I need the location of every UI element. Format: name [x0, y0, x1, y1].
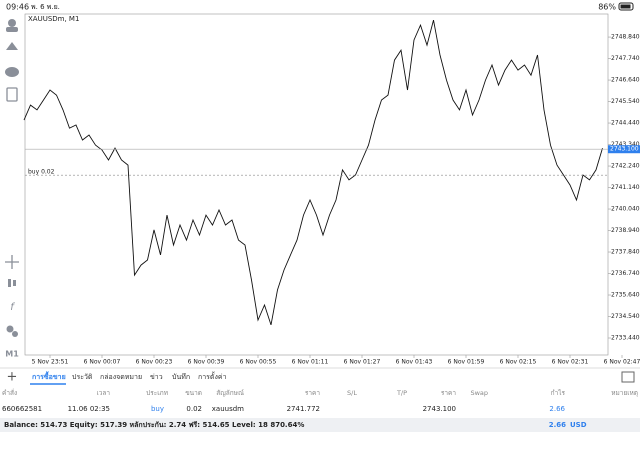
tabs: การซื้อขาย ประวัติ กล่องจดหมาย ข่าว บันทึก กา…	[32, 370, 227, 381]
currency: USD	[570, 421, 587, 429]
y-tick-label: 2747.740	[611, 55, 640, 62]
column-header: ราคา	[441, 389, 456, 397]
x-tick-label: 6 Nov 00:23	[136, 359, 173, 366]
x-tick-label: 6 Nov 01:11	[292, 359, 329, 366]
column-header: T/P	[396, 389, 407, 397]
current-price-label: 2743.100	[610, 146, 639, 153]
cell: 0.02	[186, 405, 202, 413]
objects-icon-b	[12, 331, 18, 337]
x-tick-label: 6 Nov 02:15	[500, 359, 537, 366]
add-button[interactable]: +	[7, 370, 18, 385]
cell: 2741.772	[287, 405, 320, 413]
y-tick-label: 2746.640	[611, 77, 640, 84]
column-header: Swap	[470, 389, 488, 397]
column-header: S/L	[347, 389, 357, 397]
x-tick-label: 6 Nov 00:07	[84, 359, 121, 366]
indicator-icon[interactable]: f	[10, 302, 15, 313]
status-time: 09:46	[6, 3, 29, 12]
y-tick-label: 2748.840	[611, 34, 640, 41]
candles-icon-b	[13, 280, 16, 286]
timeframe[interactable]: M1	[5, 350, 19, 359]
cell: 2.66	[549, 405, 565, 413]
tab[interactable]: ประวัติ	[72, 373, 93, 381]
x-tick-label: 6 Nov 00:55	[240, 359, 277, 366]
cell: xauusdm	[212, 405, 244, 413]
status-battery: 86%	[598, 3, 616, 12]
positions-table: คำสั่ง เวลา ประเภท ขนาด สัญลักษณ์ ราคา S/L T/P ร…	[0, 388, 640, 416]
trade-icon[interactable]	[6, 42, 18, 50]
expand-icon[interactable]	[621, 371, 635, 383]
column-header: ขนาด	[185, 389, 202, 397]
x-tick-label: 6 Nov 02:47	[604, 359, 640, 366]
column-header: กำไร	[551, 389, 566, 397]
y-tick-label: 2738.940	[611, 227, 640, 234]
column-header: คำสั่ง	[2, 388, 17, 397]
y-tick-label: 2733.440	[611, 334, 640, 341]
objects-icon[interactable]	[6, 325, 14, 333]
footer-bar	[0, 418, 640, 432]
y-tick-label: 2735.640	[611, 292, 640, 299]
x-tick-label: 5 Nov 23:51	[32, 359, 69, 366]
column-header: ราคา	[305, 389, 320, 397]
cell: 660662581	[2, 405, 42, 413]
y-tick-label: 2736.740	[611, 270, 640, 277]
column-header: สัญลักษณ์	[216, 389, 244, 397]
chart: 2748.840 2747.740 2746.640 2745.540 2744.440…	[23, 19, 640, 366]
x-tick-label: 6 Nov 02:31	[552, 359, 589, 366]
x-tick-label: 6 Nov 01:43	[396, 359, 433, 366]
candles-icon[interactable]	[8, 279, 11, 287]
y-tick-label: 2742.240	[611, 163, 640, 170]
x-tick-label: 6 Nov 01:27	[344, 359, 381, 366]
tab[interactable]: การตั้งค่า	[198, 370, 227, 381]
price-line	[23, 19, 603, 326]
row-background	[0, 402, 640, 416]
y-tick-label: 2743.340	[611, 141, 640, 148]
x-tick-label: 6 Nov 00:39	[188, 359, 225, 366]
cell: buy	[151, 405, 164, 413]
account-summary: Balance: 514.73 Equity: 517.39 หลักประกั…	[4, 421, 304, 429]
y-tick-label: 2737.840	[611, 249, 640, 256]
y-tick-label: 2740.040	[611, 206, 640, 213]
tab[interactable]: ข่าว	[150, 373, 163, 381]
left-toolbar: f M1	[5, 19, 19, 359]
chart-frame	[24, 13, 609, 356]
order-line-label: buy 0.02	[28, 169, 55, 176]
account-icon-body	[6, 27, 18, 32]
cell: 2743.100	[423, 405, 456, 413]
account-icon[interactable]	[8, 19, 16, 27]
y-tick-label: 2741.140	[611, 184, 640, 191]
cell: 11.06 02:35	[68, 405, 110, 413]
battery-icon	[618, 2, 634, 11]
status-date: พ. 6 พ.ย.	[31, 3, 60, 11]
y-tick-label: 2734.540	[611, 313, 640, 320]
column-header: เวลา	[96, 389, 110, 397]
column-header: หมายเหตุ	[611, 389, 638, 397]
column-header: ประเภท	[146, 389, 168, 397]
crosshair-icon[interactable]	[5, 255, 19, 269]
y-tick-label: 2744.440	[611, 120, 640, 127]
battery-level	[620, 4, 631, 9]
chat-icon[interactable]	[5, 67, 19, 77]
x-tick-label: 6 Nov 01:59	[448, 359, 485, 366]
current-price-box	[608, 145, 640, 154]
tab[interactable]: กล่องจดหมาย	[100, 373, 142, 381]
total-profit: 2.66	[549, 421, 566, 429]
tab[interactable]: การซื้อขาย	[32, 370, 66, 381]
tab[interactable]: บันทึก	[172, 372, 190, 381]
symbol-title: XAUUSDm, M1	[28, 15, 79, 23]
y-tick-label: 2745.540	[611, 98, 640, 105]
new-order-icon[interactable]	[6, 87, 18, 102]
